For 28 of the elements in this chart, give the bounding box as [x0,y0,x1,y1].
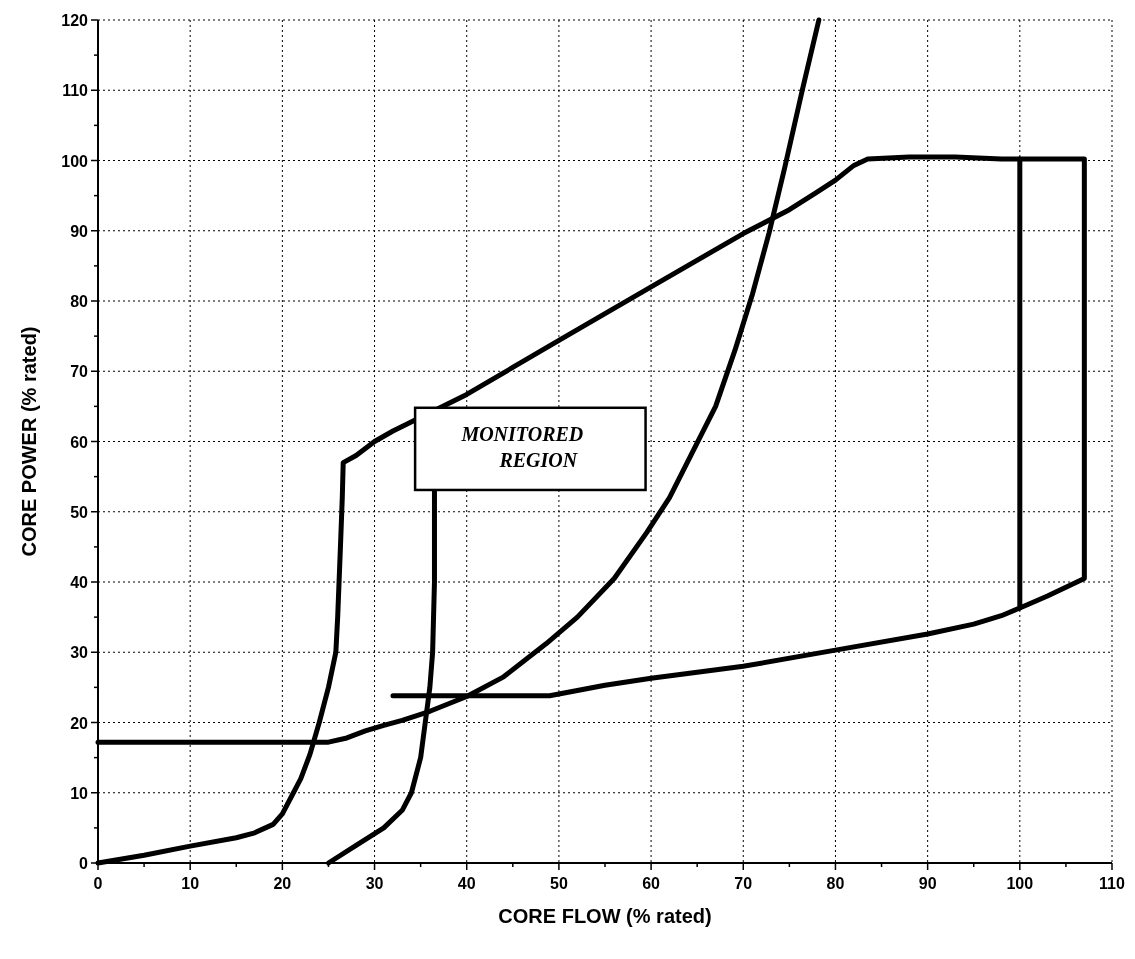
y-tick-label: 80 [70,293,89,310]
y-tick-label: 20 [70,714,89,732]
x-tick-label: 10 [181,875,200,892]
x-tick-label: 90 [918,875,937,892]
x-tick-label: 80 [826,875,845,892]
x-axis-title: CORE FLOW (% rated) [498,905,712,927]
y-tick-label: 40 [70,574,89,591]
x-tick-label: 60 [642,875,661,892]
x-tick-label: 70 [734,875,753,892]
x-tick-label: 0 [93,875,103,892]
y-axis-title: CORE POWER (% rated) [18,326,40,557]
y-tick-label: 90 [70,222,89,240]
y-tick-label: 120 [61,12,89,29]
annotation: MONITORED REGION [460,422,584,471]
y-tick-label: 110 [62,82,89,100]
x-tick-label: 110 [1099,875,1126,892]
x-tick-label: 20 [273,875,292,892]
x-tick-label: 50 [550,875,568,892]
y-tick-label: 50 [70,503,89,521]
y-tick-label: 0 [79,855,89,872]
x-tick-label: 30 [365,875,384,892]
x-tick-label: 100 [1006,875,1034,892]
y-tick-label: 10 [70,784,89,802]
y-tick-label: 30 [70,644,89,662]
y-tick-label: 100 [61,152,89,170]
y-tick-label: 70 [70,363,89,381]
x-tick-label: 40 [457,875,476,892]
y-tick-label: 60 [70,433,89,451]
